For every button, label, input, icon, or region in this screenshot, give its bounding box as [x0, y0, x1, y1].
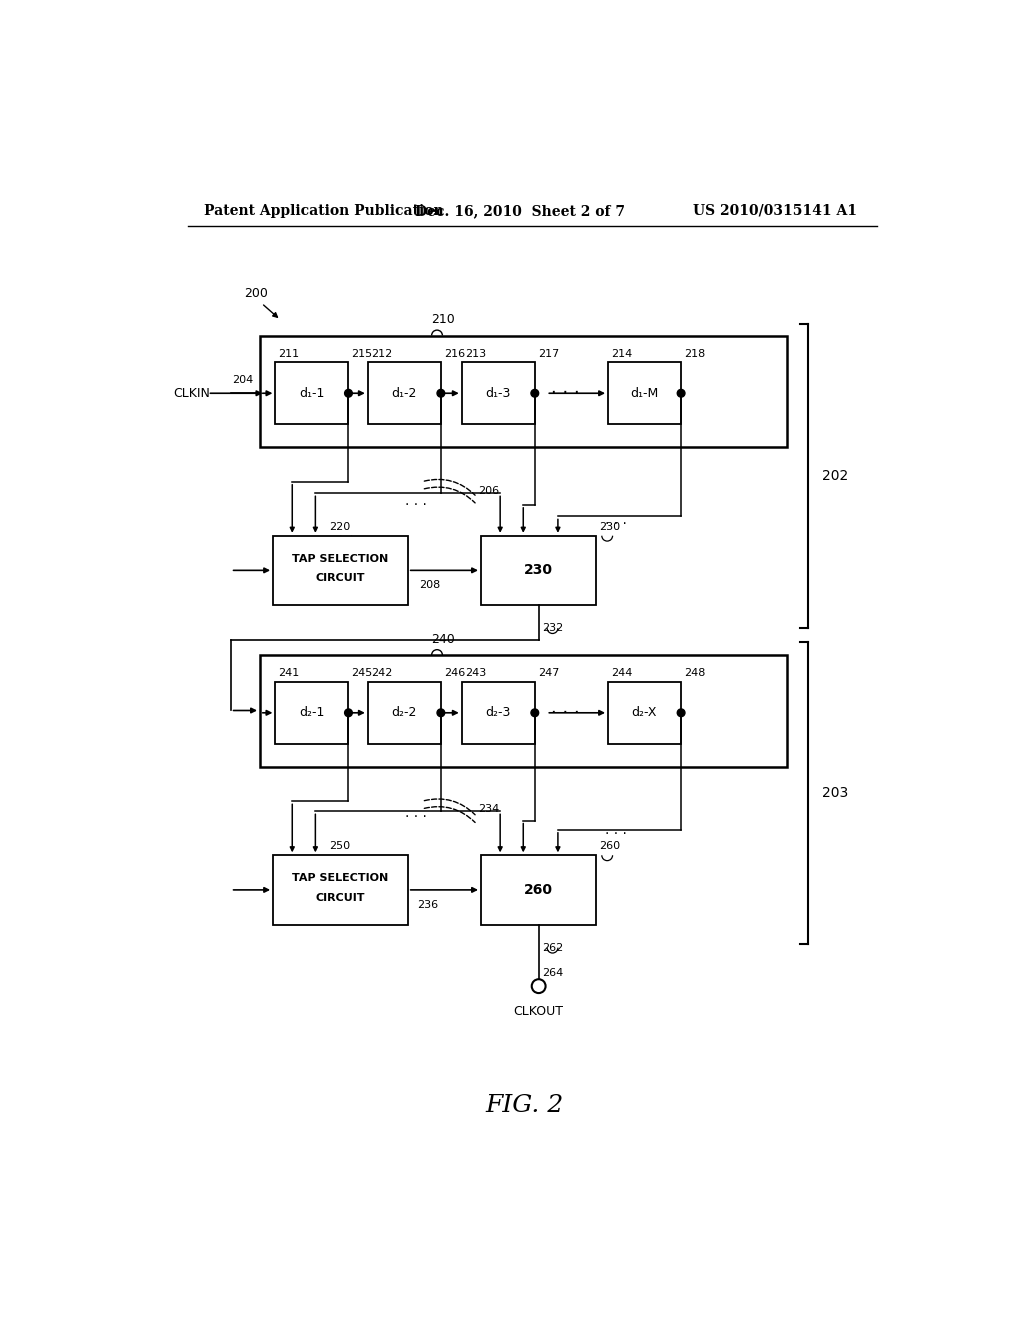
Bar	[275, 363, 348, 424]
Text: 215: 215	[351, 348, 373, 359]
Text: 240: 240	[431, 632, 455, 645]
Text: 262: 262	[543, 942, 564, 953]
Text: · · ·: · · ·	[404, 809, 426, 824]
Text: 248: 248	[684, 668, 706, 678]
Text: Dec. 16, 2010  Sheet 2 of 7: Dec. 16, 2010 Sheet 2 of 7	[416, 203, 626, 218]
Text: 242: 242	[371, 668, 392, 678]
Text: d₂-3: d₂-3	[485, 706, 511, 719]
Text: 236: 236	[417, 900, 438, 909]
Circle shape	[437, 709, 444, 717]
Text: 246: 246	[444, 668, 465, 678]
Text: 216: 216	[444, 348, 465, 359]
Text: 260: 260	[524, 883, 553, 896]
Text: · · ·: · · ·	[605, 826, 627, 841]
Bar	[368, 363, 441, 424]
Text: 247: 247	[538, 668, 559, 678]
Text: d₁-M: d₁-M	[630, 387, 658, 400]
Text: 245: 245	[351, 668, 373, 678]
Text: · · ·: · · ·	[551, 704, 580, 722]
Bar	[481, 855, 596, 924]
Text: US 2010/0315141 A1: US 2010/0315141 A1	[692, 203, 857, 218]
Text: d₂-1: d₂-1	[299, 706, 325, 719]
Text: 243: 243	[465, 668, 486, 678]
Text: 250: 250	[330, 841, 350, 851]
Text: 230: 230	[599, 521, 621, 532]
Text: 210: 210	[431, 313, 455, 326]
Text: d₂-2: d₂-2	[391, 706, 417, 719]
Bar	[608, 682, 681, 743]
Text: 232: 232	[543, 623, 564, 634]
Circle shape	[677, 389, 685, 397]
Bar	[275, 682, 348, 743]
Text: · · ·: · · ·	[404, 498, 426, 512]
Text: CIRCUIT: CIRCUIT	[315, 573, 365, 583]
Text: · · ·: · · ·	[605, 517, 627, 531]
Circle shape	[437, 389, 444, 397]
Text: Patent Application Publication: Patent Application Publication	[204, 203, 443, 218]
Text: 211: 211	[279, 348, 300, 359]
Text: 200: 200	[245, 286, 268, 300]
Circle shape	[345, 389, 352, 397]
Circle shape	[677, 709, 685, 717]
Bar	[273, 536, 408, 605]
Text: FIG. 2: FIG. 2	[485, 1094, 564, 1117]
Bar	[260, 655, 787, 767]
Text: 218: 218	[684, 348, 706, 359]
Circle shape	[531, 979, 546, 993]
Text: d₁-1: d₁-1	[299, 387, 325, 400]
Text: 213: 213	[465, 348, 485, 359]
Bar	[273, 855, 408, 924]
Text: 220: 220	[330, 521, 350, 532]
Text: 217: 217	[538, 348, 559, 359]
Text: TAP SELECTION: TAP SELECTION	[292, 874, 388, 883]
Text: 244: 244	[611, 668, 633, 678]
Text: d₁-2: d₁-2	[391, 387, 417, 400]
Text: 264: 264	[543, 968, 564, 978]
Text: · · ·: · · ·	[551, 384, 580, 403]
Text: 241: 241	[279, 668, 300, 678]
Bar	[608, 363, 681, 424]
Bar	[368, 682, 441, 743]
Text: CLKIN: CLKIN	[173, 387, 210, 400]
Text: 206: 206	[478, 486, 500, 496]
Bar	[462, 363, 535, 424]
Text: d₁-3: d₁-3	[485, 387, 511, 400]
Bar	[260, 335, 787, 447]
Text: 234: 234	[478, 804, 500, 814]
Text: 208: 208	[419, 581, 440, 590]
Circle shape	[345, 709, 352, 717]
Bar	[481, 536, 596, 605]
Bar	[462, 682, 535, 743]
Text: 214: 214	[611, 348, 632, 359]
Text: d₂-X: d₂-X	[632, 706, 657, 719]
Circle shape	[531, 389, 539, 397]
Text: 260: 260	[599, 841, 621, 851]
Text: 203: 203	[822, 785, 848, 800]
Text: TAP SELECTION: TAP SELECTION	[292, 554, 388, 564]
Text: 202: 202	[822, 469, 848, 483]
Text: 230: 230	[524, 564, 553, 577]
Text: CIRCUIT: CIRCUIT	[315, 892, 365, 903]
Text: CLKOUT: CLKOUT	[514, 1006, 563, 1019]
Text: 212: 212	[371, 348, 392, 359]
Circle shape	[531, 709, 539, 717]
Text: 204: 204	[232, 375, 254, 385]
